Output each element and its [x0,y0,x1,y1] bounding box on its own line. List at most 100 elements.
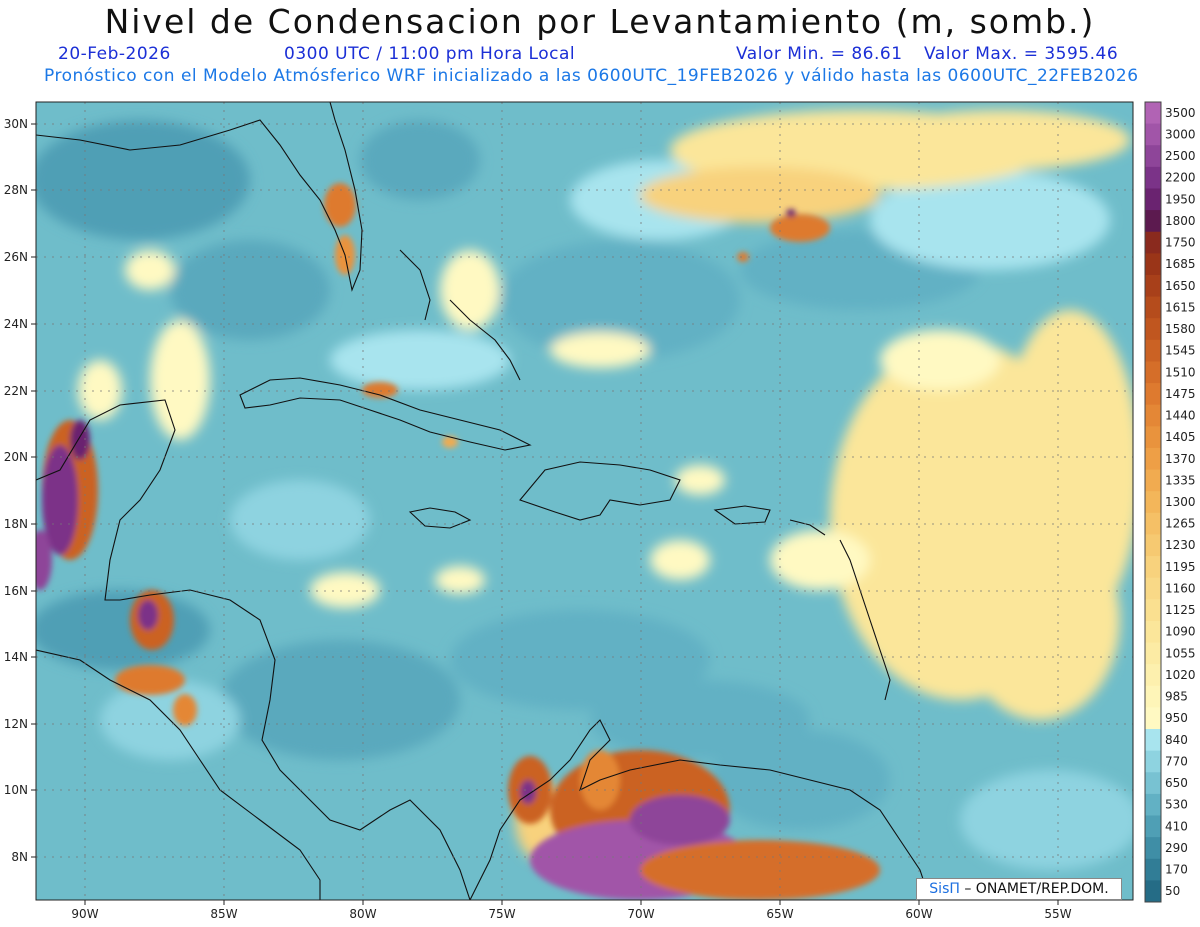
legend-swatch [1145,383,1161,406]
legend-label: 840 [1165,733,1188,747]
legend-label: 1405 [1165,430,1196,444]
legend-label: 1195 [1165,560,1196,574]
legend-swatch [1145,188,1161,211]
legend-label: 410 [1165,819,1188,833]
legend-label: 2200 [1165,171,1196,185]
lat-label: 12N [4,717,28,731]
legend-swatch [1145,210,1161,233]
legend-swatch [1145,793,1161,817]
lon-label: 60W [905,907,932,921]
legend-label: 950 [1165,711,1188,725]
lon-label: 85W [210,907,237,921]
legend-label: 1300 [1165,495,1196,509]
legend-label: 1475 [1165,387,1196,401]
legend-label: 50 [1165,884,1180,898]
legend-swatch [1145,123,1161,146]
legend-label: 530 [1165,798,1188,812]
legend-label: 1370 [1165,452,1196,466]
legend-swatch [1145,815,1161,838]
lat-label: 26N [4,250,28,264]
legend-label: 1950 [1165,192,1196,206]
legend-swatch [1145,577,1161,600]
legend-label: 1650 [1165,279,1196,293]
lat-label: 20N [4,450,28,464]
legend-swatch [1145,772,1161,795]
legend-swatch [1145,318,1161,341]
lat-label: 24N [4,317,28,331]
forecast-time: 0300 UTC / 11:00 pm Hora Local [284,44,576,64]
legend-swatch [1145,426,1161,449]
legend-swatch [1145,750,1161,773]
legend-swatch [1145,361,1161,384]
legend-label: 290 [1165,841,1188,855]
legend-label: 1265 [1165,517,1196,531]
legend-swatch [1145,253,1161,276]
sispi-logo: SisΠ [929,881,960,897]
legend-label: 985 [1165,690,1188,704]
lat-label: 8N [11,850,28,864]
legend-swatch [1145,837,1161,860]
legend-frame [1144,101,1162,903]
lat-label: 18N [4,517,28,531]
legend-swatch [1145,274,1161,298]
lon-label: 75W [488,907,515,921]
legend-swatch [1145,296,1161,319]
legend-label: 1685 [1165,257,1196,271]
legend-label: 1545 [1165,344,1196,358]
legend-label: 1580 [1165,322,1196,336]
map-frame [35,101,1134,901]
legend-swatch [1145,599,1161,622]
legend-label: 1020 [1165,668,1196,682]
legend-swatch [1145,534,1161,557]
legend-swatch [1145,858,1161,881]
lat-label: 30N [4,117,28,131]
lat-label: 10N [4,783,28,797]
legend-label: 1160 [1165,581,1196,595]
legend-swatch [1145,685,1161,708]
legend-label: 1335 [1165,473,1196,487]
legend-label: 1055 [1165,646,1196,660]
legend-label: 1230 [1165,538,1196,552]
lat-label: 22N [4,384,28,398]
max-value: Valor Max. = 3595.46 [924,44,1119,64]
legend-swatch [1145,556,1161,579]
legend-swatch [1145,166,1161,189]
forecast-date: 20-Feb-2026 [58,44,171,64]
legend-swatch [1145,620,1161,644]
legend-swatch [1145,102,1161,125]
map-field [36,102,1133,900]
lon-label: 90W [71,907,98,921]
min-value: Valor Min. = 86.61 [736,44,903,64]
legend-label: 1615 [1165,300,1196,314]
legend-swatch [1145,491,1161,514]
page-title: Nivel de Condensacion por Levantamiento … [104,2,1096,41]
lon-axis: 90W 85W 80W 75W 70W 65W 60W 55W [71,907,1071,921]
lat-label: 16N [4,584,28,598]
color-legend: 3500 3000 2500 2200 1950 1800 1750 1685 1650 1615… [1144,101,1196,903]
lon-label: 80W [349,907,376,921]
legend-swatch [1145,231,1161,254]
credit-text: – ONAMET/REP.DOM. [964,881,1109,897]
legend-label: 1125 [1165,603,1196,617]
legend-swatch [1145,642,1161,665]
legend-label: 1440 [1165,409,1196,423]
legend-label: 1510 [1165,365,1196,379]
coastlines [36,102,931,900]
legend-label: 2500 [1165,149,1196,163]
legend-swatch [1145,469,1161,492]
legend-label: 3000 [1165,127,1196,141]
legend-label: 3500 [1165,106,1196,120]
lat-axis: 30N 28N 26N 24N 22N 20N 18N 16N 14N 12N … [4,117,28,864]
lon-label: 65W [766,907,793,921]
legend-swatch [1145,404,1161,427]
legend-label: 1750 [1165,236,1196,250]
lon-label: 70W [627,907,654,921]
legend-label: 770 [1165,754,1188,768]
credit-box: SisΠ – ONAMET/REP.DOM. [916,878,1122,900]
legend-swatch [1145,880,1161,903]
legend-label: 1090 [1165,625,1196,639]
legend-label: 1800 [1165,214,1196,228]
legend-swatch [1145,447,1161,471]
legend-swatch [1145,339,1161,362]
